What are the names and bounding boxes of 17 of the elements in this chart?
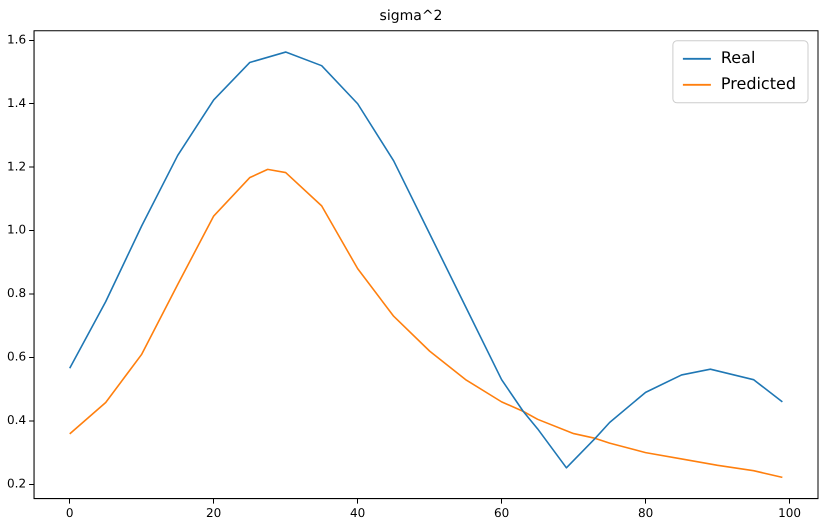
x-tick-label: 100 xyxy=(778,506,802,520)
y-tick-label: 0.2 xyxy=(6,476,26,490)
y-tick-label: 1.6 xyxy=(6,32,26,46)
x-tick-label: 40 xyxy=(350,506,366,520)
x-tick-label: 0 xyxy=(66,506,74,520)
legend-label: Real xyxy=(720,48,756,67)
x-tick-label: 60 xyxy=(494,506,510,520)
y-tick-label: 0.4 xyxy=(6,413,26,428)
y-tick-label: 0.8 xyxy=(6,286,26,300)
y-tick-label: 1.0 xyxy=(6,222,26,237)
x-tick-label: 20 xyxy=(206,506,222,520)
y-tick-label: 1.4 xyxy=(6,96,26,110)
y-tick-label: 1.2 xyxy=(6,159,26,174)
x-tick-label: 80 xyxy=(638,506,654,520)
chart-title: sigma^2 xyxy=(380,8,442,24)
legend-label: Predicted xyxy=(720,74,796,93)
y-tick-label: 0.6 xyxy=(6,350,26,364)
